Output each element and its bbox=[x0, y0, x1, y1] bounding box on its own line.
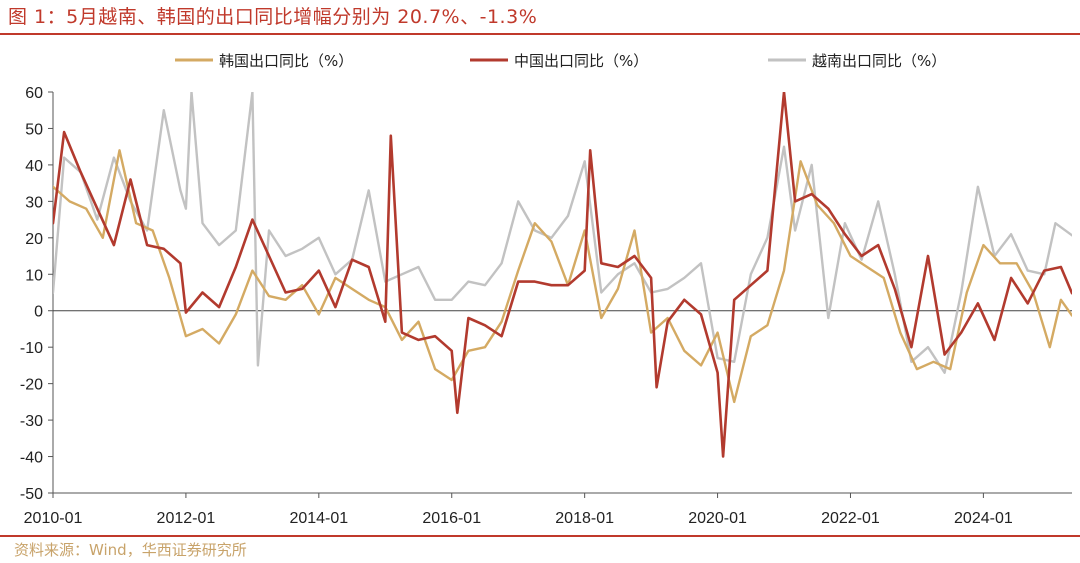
series-line-vietnam bbox=[53, 92, 1072, 374]
x-tick-label: 2022-01 bbox=[821, 510, 880, 527]
x-tick-label: 2024-01 bbox=[954, 510, 1013, 527]
y-tick-label: 20 bbox=[25, 231, 43, 248]
x-tick-label: 2014-01 bbox=[289, 510, 348, 527]
series-line-korea bbox=[53, 149, 1072, 404]
x-tick-label: 2018-01 bbox=[555, 510, 614, 527]
chart-axes: -50 -40 -30 -20 -10 0 10 20 30 40 50 60 2010-01 2012-… bbox=[20, 85, 1072, 527]
y-tick-label: -50 bbox=[20, 486, 43, 503]
source-note: 资料来源：Wind，华西证券研究所 bbox=[14, 541, 247, 559]
top-divider bbox=[0, 33, 1080, 35]
legend-label-china: 中国出口同比（%） bbox=[514, 52, 648, 70]
x-tick-label: 2012-01 bbox=[157, 510, 216, 527]
x-tick-label: 2010-01 bbox=[24, 510, 83, 527]
legend-label-vietnam: 越南出口同比（%） bbox=[812, 52, 946, 70]
series-line-china bbox=[53, 92, 1072, 458]
y-tick-label: 30 bbox=[25, 194, 43, 211]
y-tick-label: 50 bbox=[25, 121, 43, 138]
line-chart: -50 -40 -30 -20 -10 0 10 20 30 40 50 60 2010-01 2012-… bbox=[20, 52, 1072, 527]
chart-title: 图 1：5月越南、韩国的出口同比增幅分别为 20.7%、-1.3% bbox=[8, 6, 538, 28]
y-tick-label: -30 bbox=[20, 413, 43, 430]
y-tick-label: -40 bbox=[20, 450, 43, 467]
x-tick-label: 2020-01 bbox=[688, 510, 747, 527]
y-tick-label: 10 bbox=[25, 267, 43, 284]
y-tick-label: -20 bbox=[20, 377, 43, 394]
y-tick-label: 40 bbox=[25, 158, 43, 175]
y-tick-label: 0 bbox=[34, 304, 43, 321]
y-tick-label: -10 bbox=[20, 340, 43, 357]
legend-label-korea: 韩国出口同比（%） bbox=[219, 52, 353, 70]
bottom-divider bbox=[0, 535, 1080, 537]
chart-legend: 韩国出口同比（%） 中国出口同比（%） 越南出口同比（%） bbox=[175, 52, 946, 70]
y-tick-label: 60 bbox=[25, 85, 43, 102]
x-tick-label: 2016-01 bbox=[422, 510, 481, 527]
chart-lines bbox=[53, 92, 1072, 458]
